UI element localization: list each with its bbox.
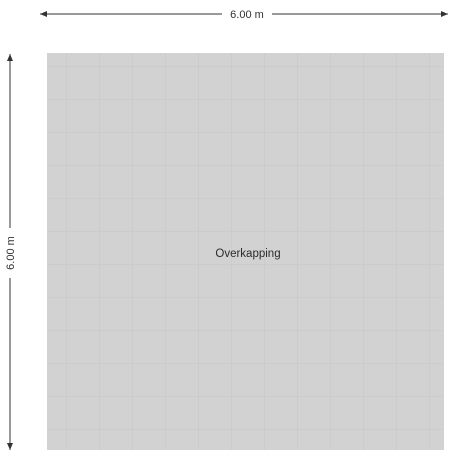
height-dimension-label: 6.00 m	[5, 236, 17, 270]
width-dimension-arrow-left	[40, 11, 47, 17]
room-label: Overkapping	[215, 248, 280, 260]
width-dimension: 6.00 m	[40, 9, 448, 21]
height-dimension: 6.00 m	[5, 54, 17, 450]
room-overkapping: Overkapping	[47, 53, 444, 450]
height-dimension-arrow-top	[7, 54, 13, 61]
width-dimension-arrow-right	[441, 11, 448, 17]
room-area	[47, 53, 444, 450]
width-dimension-label: 6.00 m	[230, 9, 264, 21]
height-dimension-arrow-bottom	[7, 443, 13, 450]
